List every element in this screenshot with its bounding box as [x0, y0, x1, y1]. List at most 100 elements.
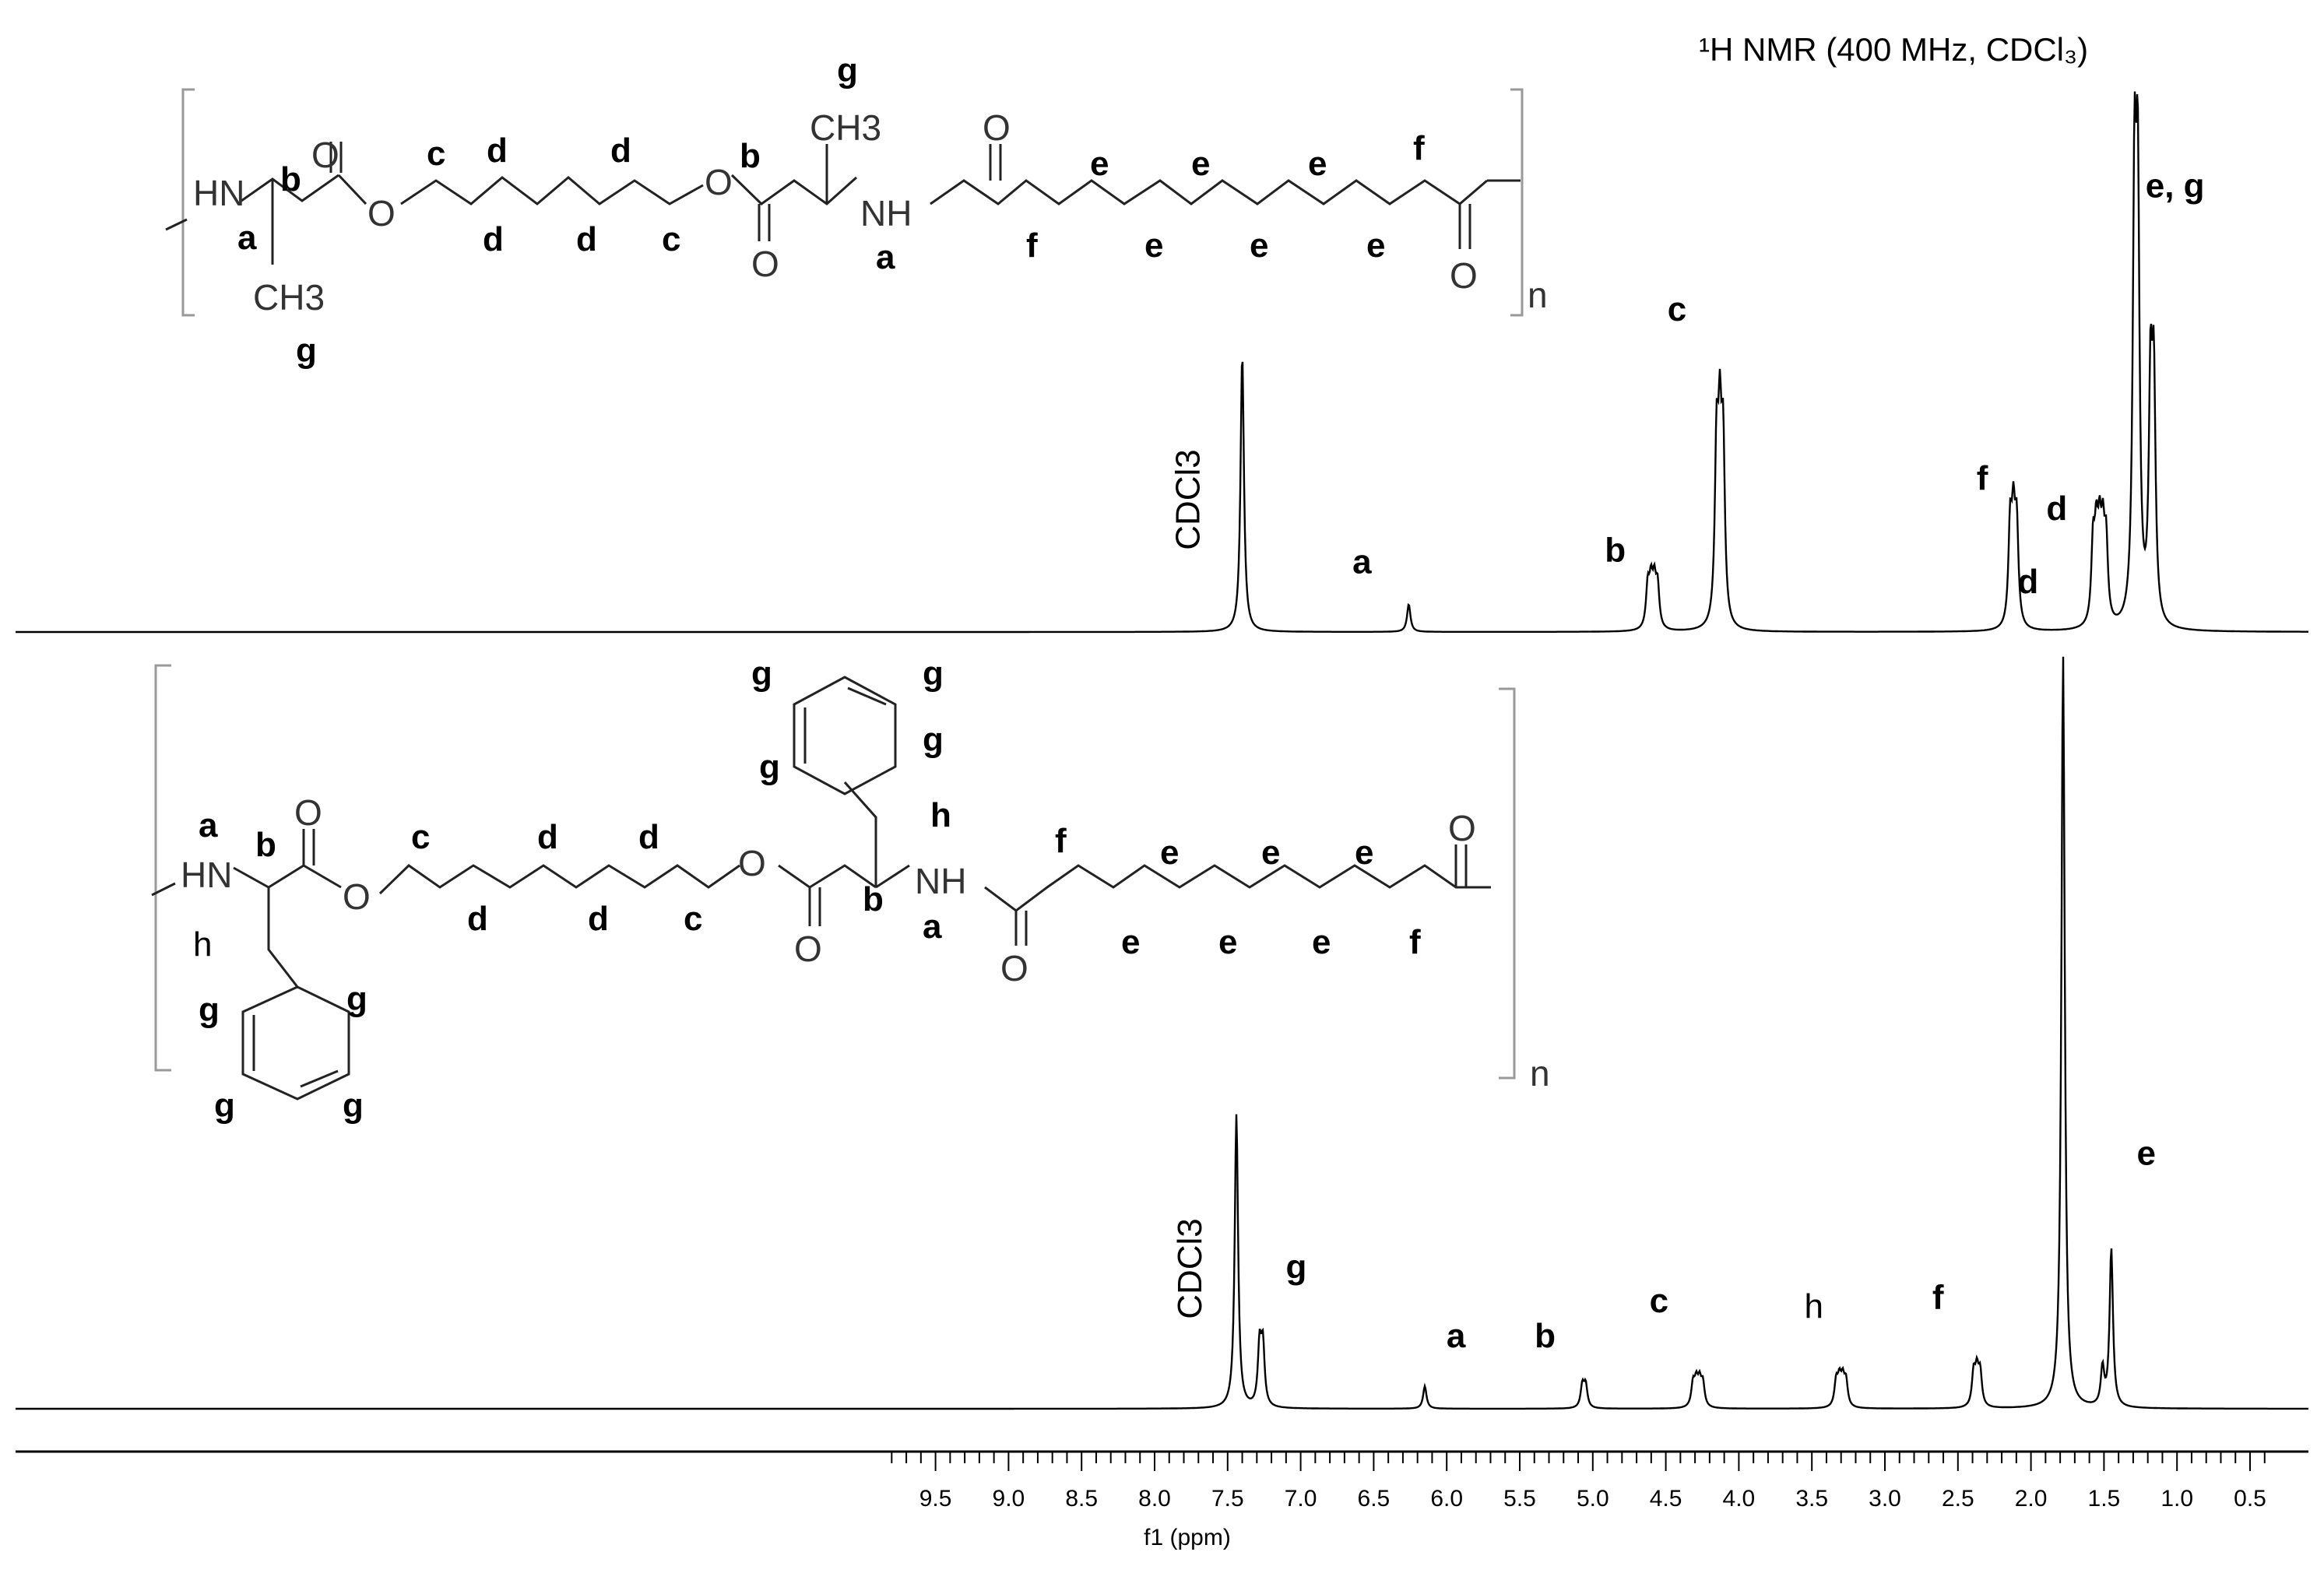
- svg-text:a: a: [199, 806, 218, 844]
- svg-text:b: b: [740, 137, 761, 175]
- svg-text:CH3: CH3: [810, 107, 881, 148]
- svg-text:g: g: [343, 1087, 364, 1125]
- svg-text:f: f: [1409, 923, 1421, 961]
- svg-text:NH: NH: [915, 861, 966, 901]
- svg-text:g: g: [837, 51, 858, 90]
- peak-label: c: [1650, 1282, 1668, 1320]
- top-spectrum-line: [16, 91, 2308, 634]
- x-tick-label: 1.5: [2088, 1486, 2121, 1512]
- x-tick-label: 8.5: [1065, 1486, 1098, 1512]
- svg-text:O: O: [1450, 255, 1478, 296]
- x-tick-label: 7.0: [1285, 1486, 1317, 1512]
- svg-text:g: g: [923, 721, 944, 759]
- peak-label: e, g: [2146, 167, 2205, 205]
- peak-label: a: [1447, 1317, 1466, 1355]
- x-tick-label: 2.0: [2015, 1486, 2048, 1512]
- svg-text:O: O: [343, 876, 371, 917]
- svg-text:e: e: [1191, 145, 1210, 183]
- svg-text:e: e: [1090, 145, 1109, 183]
- bottom-spectrum-line: [16, 656, 2308, 1410]
- peak-label: d: [2046, 490, 2067, 528]
- peak-labels: CDCl3 a b c f d e, g CDCl3 g a b c h f d e: [1169, 167, 2205, 1355]
- svg-text:g: g: [923, 655, 944, 693]
- peak-label: g: [1286, 1248, 1307, 1287]
- svg-text:e: e: [1308, 145, 1327, 183]
- x-tick-label: 8.0: [1138, 1486, 1171, 1512]
- svg-text:g: g: [759, 748, 780, 786]
- svg-text:HN: HN: [193, 173, 244, 213]
- peak-label: f: [1977, 459, 1988, 497]
- svg-text:b: b: [863, 880, 884, 918]
- x-tick-label: 5.5: [1503, 1486, 1536, 1512]
- svg-text:e: e: [1355, 834, 1373, 872]
- svg-text:d: d: [588, 900, 609, 938]
- svg-text:O: O: [1448, 808, 1476, 848]
- svg-text:a: a: [237, 219, 257, 257]
- x-tick-label: 3.5: [1795, 1486, 1828, 1512]
- peak-label: f: [1932, 1279, 1944, 1317]
- x-tick-label: 4.0: [1723, 1486, 1756, 1512]
- svg-text:c: c: [411, 818, 430, 856]
- peak-label: a: [1352, 542, 1372, 581]
- x-tick-label: 6.0: [1430, 1486, 1463, 1512]
- svg-text:c: c: [662, 220, 680, 258]
- svg-text:g: g: [751, 655, 772, 693]
- svg-text:g: g: [199, 991, 220, 1029]
- svg-text:e: e: [1218, 923, 1237, 961]
- svg-text:O: O: [794, 929, 822, 969]
- svg-text:d: d: [467, 900, 488, 938]
- peak-label: d: [2017, 563, 2038, 601]
- svg-text:e: e: [1250, 226, 1268, 265]
- svg-text:HN: HN: [181, 855, 232, 895]
- svg-text:O: O: [751, 244, 779, 284]
- peak-label: c: [1668, 290, 1686, 328]
- svg-text:d: d: [483, 220, 504, 258]
- svg-text:g: g: [296, 332, 317, 370]
- svg-text:c: c: [684, 900, 702, 938]
- svg-text:d: d: [487, 132, 508, 170]
- svg-text:e: e: [1366, 226, 1385, 265]
- svg-text:e: e: [1160, 834, 1179, 872]
- svg-text:g: g: [346, 980, 367, 1018]
- svg-text:f: f: [1026, 226, 1038, 265]
- x-tick-label: 2.5: [1942, 1486, 1974, 1512]
- svg-text:e: e: [1312, 923, 1331, 961]
- peak-label: b: [1535, 1317, 1556, 1355]
- x-tick-label: 9.0: [993, 1486, 1025, 1512]
- svg-text:CH3: CH3: [253, 277, 325, 318]
- peak-label: b: [1605, 531, 1626, 569]
- svg-text:O: O: [294, 792, 322, 833]
- svg-text:g: g: [214, 1087, 235, 1125]
- svg-text:c: c: [427, 135, 445, 173]
- peak-label: CDCl3: [1171, 1218, 1209, 1319]
- svg-text:a: a: [923, 908, 942, 946]
- svg-text:O: O: [738, 843, 766, 883]
- bottom-structure: HN O O O O NH O O n a b h g g g g c d d …: [151, 655, 1550, 1125]
- svg-text:b: b: [255, 826, 276, 864]
- svg-text:a: a: [876, 238, 895, 276]
- svg-text:n: n: [1528, 275, 1548, 315]
- svg-text:b: b: [280, 160, 301, 198]
- svg-text:O: O: [705, 162, 733, 202]
- svg-text:d: d: [610, 132, 631, 170]
- svg-text:h: h: [930, 796, 951, 834]
- svg-text:O: O: [311, 135, 339, 175]
- svg-text:f: f: [1055, 822, 1067, 860]
- top-structure: HN O O CH3 O O CH3 NH O O n a b c d d d …: [165, 51, 1548, 370]
- peak-label: CDCl3: [1169, 449, 1208, 550]
- x-tick-label: 3.0: [1869, 1486, 1901, 1512]
- svg-text:O: O: [1000, 948, 1028, 988]
- svg-text:f: f: [1413, 129, 1425, 167]
- svg-text:e: e: [1261, 834, 1280, 872]
- svg-text:NH: NH: [860, 193, 912, 233]
- x-tick-label: 5.0: [1577, 1486, 1609, 1512]
- svg-text:d: d: [537, 818, 558, 856]
- x-tick-label: 0.5: [2234, 1486, 2266, 1512]
- x-tick-label: 1.0: [2161, 1486, 2193, 1512]
- x-tick-label: 4.5: [1650, 1486, 1682, 1512]
- peak-label: h: [1804, 1287, 1823, 1325]
- svg-text:O: O: [367, 193, 396, 233]
- x-tick-label: 6.5: [1358, 1486, 1391, 1512]
- svg-text:h: h: [193, 925, 212, 964]
